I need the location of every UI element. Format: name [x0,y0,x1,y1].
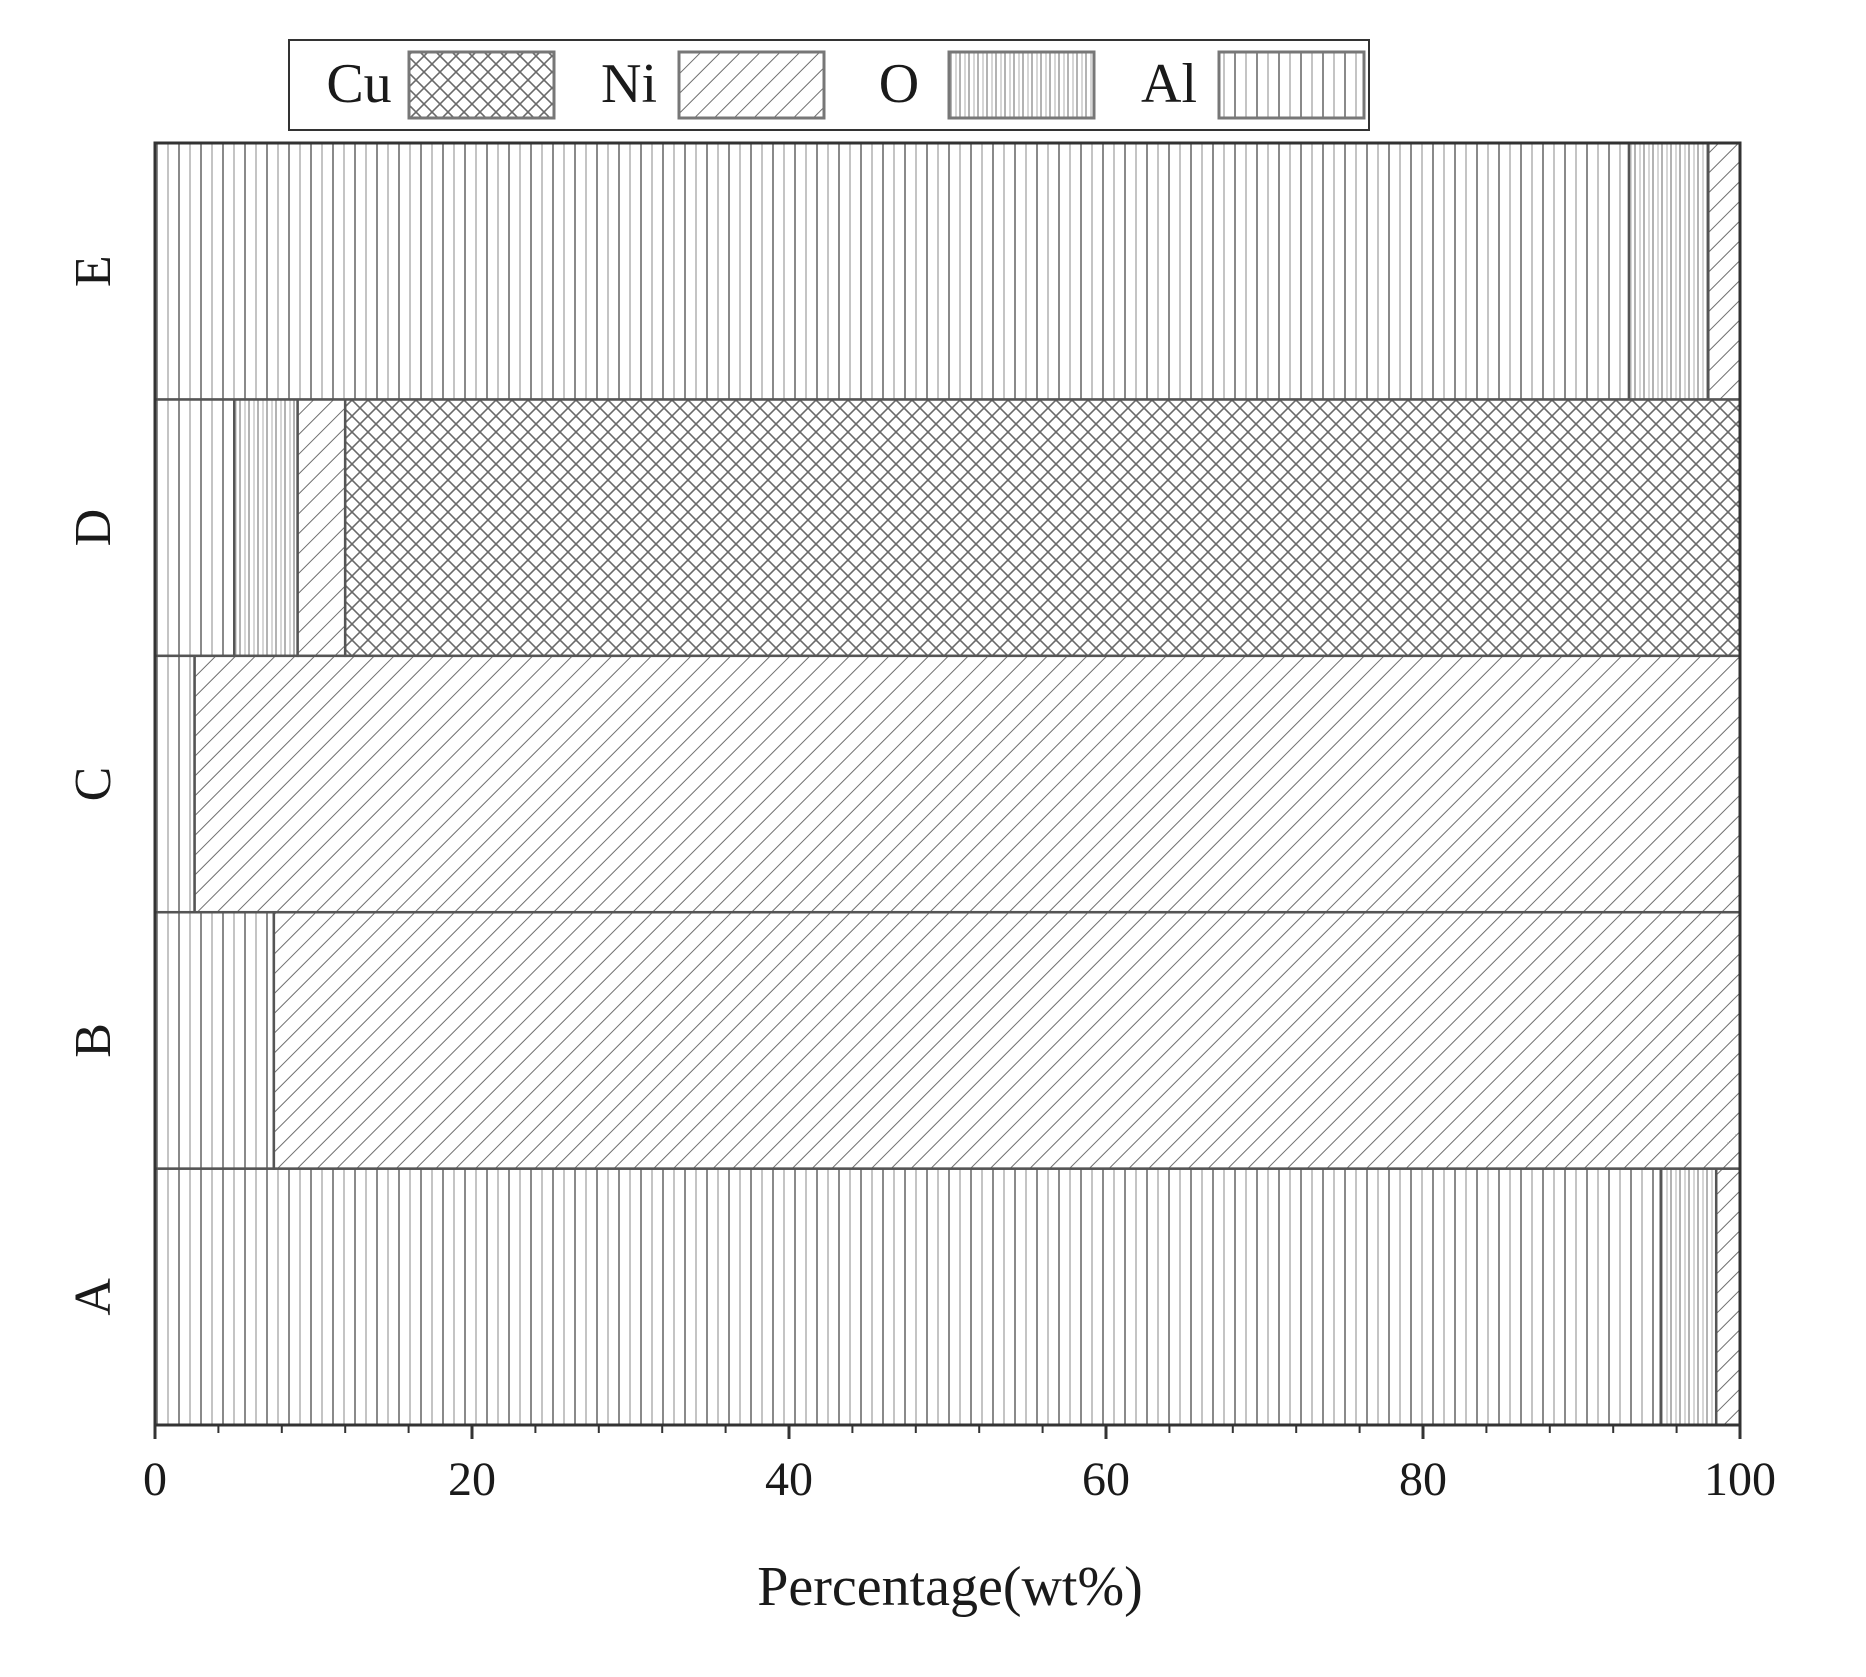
legend-label-Ni: Ni [601,53,657,115]
x-tick-label-0: 0 [143,1453,167,1506]
y-category-label-B: B [65,1023,122,1058]
x-axis-label: Percentage(wt%) [757,1556,1143,1618]
bar-E-O [1627,141,1710,401]
bar-E-Al [153,141,1631,401]
x-tick-label-100: 100 [1704,1453,1776,1506]
y-category-label-C: C [65,767,122,802]
bars [153,141,1742,1427]
legend-swatch-Al [1217,50,1366,120]
legend-label-Cu: Cu [326,53,391,115]
bar-B-Al [153,910,276,1170]
plot-frame [153,141,1742,1427]
bar-C-Ni [193,654,1742,914]
x-tick-label-40: 40 [765,1453,813,1506]
x-tick-label-60: 60 [1082,1453,1130,1506]
legend-swatch-Cu [407,50,556,120]
bar-A-Al [153,1167,1662,1427]
x-ticks: 0 20 40 60 80 100 [143,1425,1776,1506]
y-category-labels: A B C D E [65,255,122,1315]
bar-A-Ni [1714,1167,1742,1427]
legend-swatch-O [947,50,1096,120]
bar-D-O [233,398,299,658]
bar-D-Al [153,398,236,658]
bar-D-Ni [296,398,347,658]
legend-label-Al: Al [1141,53,1197,115]
axes [153,141,1742,1427]
y-category-label-D: D [65,509,122,547]
legend-swatch-Ni [677,50,826,120]
bar-B-Ni [272,910,1742,1170]
bar-D-Cu [343,398,1742,658]
x-tick-label-20: 20 [448,1453,496,1506]
x-tick-label-80: 80 [1399,1453,1447,1506]
bar-E-Ni [1707,141,1742,401]
legend-label-O: O [879,53,919,115]
y-category-label-A: A [65,1278,122,1316]
y-category-label-E: E [65,255,122,287]
bar-C-Al [153,654,196,914]
legend: Cu Ni O Al [288,39,1370,131]
bar-A-O [1659,1167,1718,1427]
